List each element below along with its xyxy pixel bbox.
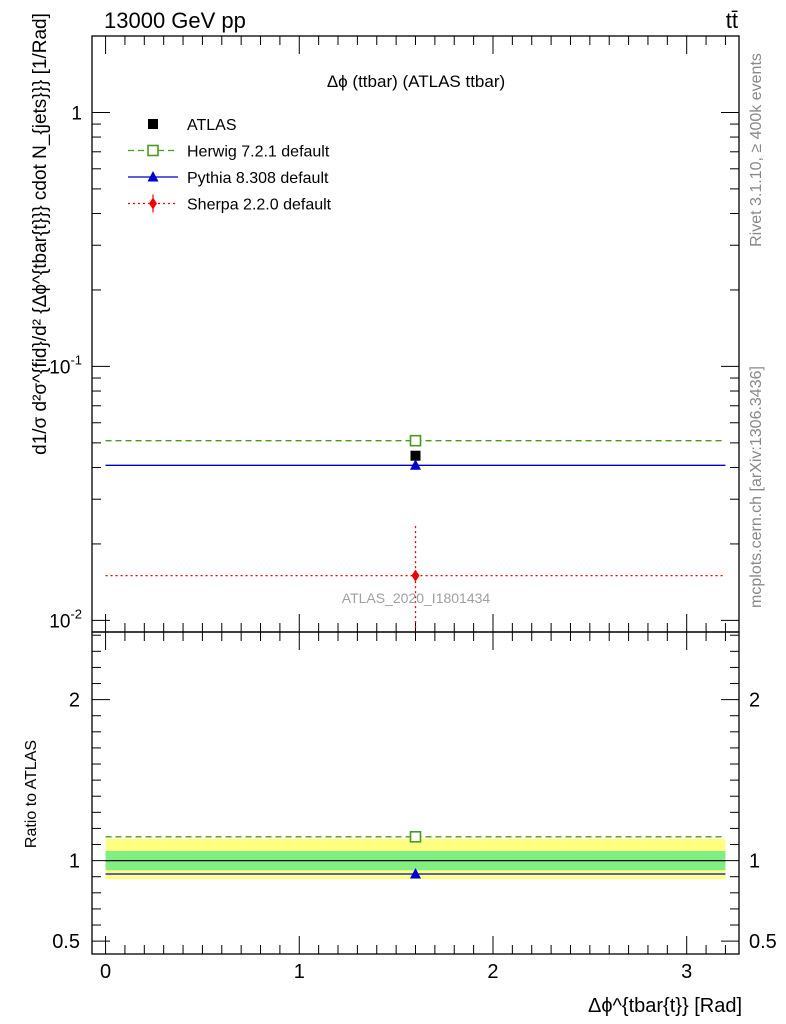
x-tick-label: 3: [681, 961, 692, 983]
x-tick-label: 2: [487, 961, 498, 983]
atlas-marker: [410, 450, 421, 461]
ratio-y-tick-label: 2: [69, 690, 80, 712]
ratio-pythia-marker: [410, 867, 421, 879]
y-tick-label-base: 10: [49, 357, 70, 378]
legend-herwig-marker: [147, 144, 159, 157]
y-tick-label-exponent: -1: [70, 352, 82, 367]
ratio-panel: 0.5 0.5 1 1 2 2 0 1 2 3 Ratio to ATLAS Δϕ^{tbar{t…: [23, 631, 777, 1017]
y-tick-label: 10-1: [49, 352, 82, 378]
main-y-axis-label: d1/σ d²σ^{fid}/d² {Δϕ^{tbar{t}}} cdot N_…: [30, 13, 51, 455]
rivet-version-label: Rivet 3.1.10, ≥ 400k events: [748, 53, 765, 247]
x-tick-label: 0: [100, 961, 111, 983]
ratio-y-tick-label: 1: [69, 851, 80, 873]
ratio-y-tick-label-right: 1: [749, 851, 760, 873]
legend-sherpa-label: Sherpa 2.2.0 default: [187, 197, 332, 214]
ratio-series: [105, 830, 726, 973]
energy-label: 13000 GeV pp: [104, 8, 246, 33]
ratio-ticks: 0.5 0.5 1 1 2 2 0 1 2 3: [52, 632, 777, 983]
x-tick-label: 1: [294, 961, 305, 983]
main-y-axis-label-text: d1/σ d²σ^{fid}/d² {Δϕ^{tbar{t}}} cdot N_…: [30, 13, 51, 455]
x-axis-label: Δϕ^{tbar{t}} [Rad]: [588, 995, 742, 1017]
main-series: [105, 434, 726, 632]
y-tick-label-exponent: -2: [70, 606, 82, 621]
analysis-watermark: ATLAS_2020_I1801434: [342, 590, 491, 606]
ratio-sherpa-marker: [412, 961, 420, 973]
ratio-herwig-marker: [409, 830, 422, 843]
ratio-y-tick-label-right: 2: [749, 690, 760, 712]
legend-atlas-label: ATLAS: [187, 117, 237, 134]
legend-sherpa-marker: [149, 197, 157, 210]
pythia-marker: [410, 459, 421, 470]
ratio-y-tick-label-right: 0.5: [749, 931, 777, 953]
legend-atlas-marker: [148, 119, 158, 129]
y-tick-label-base: 10: [49, 611, 70, 632]
y-tick-label: 1: [71, 103, 82, 124]
plot-title: Δϕ (ttbar) (ATLAS ttbar): [327, 72, 505, 91]
legend-herwig-label: Herwig 7.2.1 default: [187, 144, 330, 161]
ratio-y-axis-label: Ratio to ATLAS: [23, 740, 40, 848]
legend-pythia-label: Pythia 8.308 default: [187, 170, 329, 187]
main-panel: 10-210-11 Δϕ (ttbar) (ATLAS ttbar) ATLAS…: [30, 13, 740, 633]
legend: ATLAS Herwig 7.2.1 default Pythia 8.308 de…: [128, 117, 332, 214]
legend-pythia-marker: [147, 171, 159, 182]
herwig-marker: [409, 434, 422, 447]
mcplots-label: mcplots.cern.ch [arXiv:1306.3436]: [748, 366, 765, 608]
y-tick-label: 10-2: [49, 606, 82, 632]
process-label: tt̄: [726, 8, 738, 33]
ratio-y-tick-label: 0.5: [52, 931, 80, 953]
main-ticks: 10-210-11: [49, 35, 739, 633]
ratio-frame: [91, 631, 740, 955]
sherpa-marker: [411, 569, 420, 582]
